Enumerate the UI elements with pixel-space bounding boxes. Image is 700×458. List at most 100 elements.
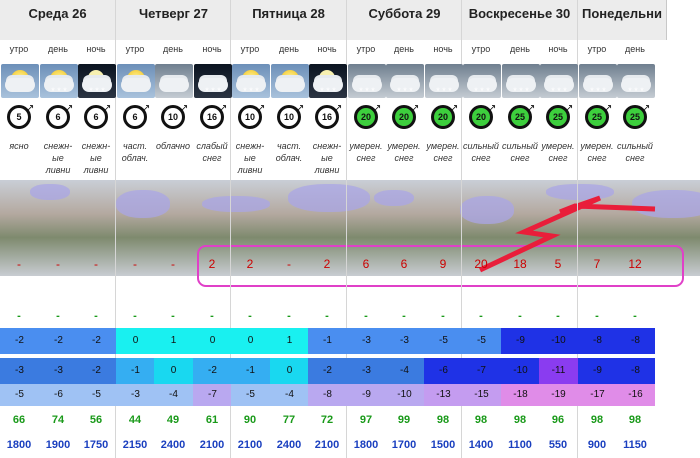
day-header[interactable]: Понедельни: [578, 0, 667, 40]
snowflake-icon: * * *: [551, 86, 567, 96]
day-header[interactable]: Среда 26: [0, 0, 116, 40]
day-name: Четверг 27: [138, 6, 209, 21]
cloud-snow-icon: * * *: [540, 64, 578, 98]
snowflake-icon: * * *: [205, 86, 221, 96]
precipitation-value: 5: [554, 257, 562, 271]
cloud-icon: [352, 78, 382, 92]
wind-direction-icon: ↗: [450, 103, 459, 114]
temperature-cell: -5: [462, 328, 501, 354]
temperature-cell: -2: [77, 328, 116, 354]
temperature-cell: -2: [193, 358, 232, 384]
description-line: част.: [276, 141, 302, 151]
description-line: снежн-: [312, 141, 342, 151]
temperature-cell: -9: [578, 358, 617, 384]
temperature-cell: 0: [270, 358, 309, 384]
wind-speed-dial: 10: [238, 105, 262, 129]
cloud-icon: [429, 78, 459, 92]
weather-description: умерен. снег: [383, 140, 425, 164]
altitude-value: 1900: [45, 439, 71, 451]
description-line: умерен.: [387, 141, 421, 151]
day-header[interactable]: Воскресенье 30: [462, 0, 578, 40]
temperature-cell: -10: [501, 358, 540, 384]
description-line: ливни: [314, 165, 340, 175]
snowflake-icon: * * *: [397, 86, 413, 96]
temperature-cell: -4: [385, 358, 424, 384]
weather-description: част. облач.: [268, 140, 310, 164]
weather-description: слабый снег: [191, 140, 233, 164]
altitude-value: 2100: [199, 439, 225, 451]
extra-value: -: [133, 310, 137, 322]
precipitation-value: 12: [628, 257, 642, 271]
humidity-value: 66: [12, 414, 26, 426]
description-line: ые: [52, 153, 64, 163]
wind-speed-dial: 25: [546, 105, 570, 129]
temperature-cell: -5: [231, 384, 270, 406]
wind-direction-icon: ↗: [565, 103, 574, 114]
description-line: ливни: [237, 165, 263, 175]
temperature-cell: -3: [39, 358, 78, 384]
temperature-cell: -2: [308, 358, 347, 384]
altitude-value: 2400: [160, 439, 186, 451]
temperature-cell: -1: [231, 358, 270, 384]
description-line: снег: [433, 153, 453, 163]
day-name: Среда 26: [28, 6, 87, 21]
sun-cloud-icon: [117, 64, 155, 98]
precipitation-value: 6: [400, 257, 408, 271]
altitude-value: 1750: [83, 439, 109, 451]
humidity-value: 98: [628, 414, 642, 426]
temperature-cell: -15: [462, 384, 501, 406]
description-line: снег: [202, 153, 222, 163]
wind-direction-icon: ↗: [373, 103, 382, 114]
cloud-icon: [159, 78, 189, 92]
snow-cover-patch: [202, 196, 270, 212]
precipitation-value: 2: [323, 257, 331, 271]
humidity-value: 98: [590, 414, 604, 426]
day-header[interactable]: Четверг 27: [116, 0, 232, 40]
extra-value: -: [210, 310, 214, 322]
weather-description: снежн-ые ливни: [306, 140, 348, 176]
precipitation-value: 18: [513, 257, 527, 271]
wind-direction-icon: ↗: [142, 103, 151, 114]
extra-value: -: [325, 310, 329, 322]
cloud-icon: [583, 78, 613, 92]
description-line: ые: [244, 153, 256, 163]
wind-indicator: 16 ↗: [193, 103, 231, 135]
day-part-label: утро: [9, 44, 29, 54]
wind-speed-dial: 20: [354, 105, 378, 129]
day-header[interactable]: Пятница 28: [231, 0, 347, 40]
description-line: сильный: [463, 141, 499, 151]
wind-speed-dial: 10: [161, 105, 185, 129]
moon-cloud-snow-icon: * * *: [78, 64, 116, 98]
wind-indicator: 20 ↗: [385, 103, 423, 135]
humidity-value: 74: [51, 414, 65, 426]
temperature-cell: -5: [0, 384, 39, 406]
day-name: Понедельни: [582, 6, 662, 21]
moon-cloud-snow-icon: * * *: [309, 64, 347, 98]
weather-description: сильный снег: [614, 140, 656, 164]
temperature-cell: 0: [154, 358, 193, 384]
wind-indicator: 10 ↗: [231, 103, 269, 135]
cloud-snow-icon: * * *: [348, 64, 386, 98]
weather-description: сильный снег: [460, 140, 502, 164]
wind-speed-dial: 5: [7, 105, 31, 129]
extra-value: -: [518, 310, 522, 322]
temperature-cell: -18: [501, 384, 540, 406]
day-part-label: день: [510, 44, 530, 54]
cloud-snow-icon: * * *: [425, 64, 463, 98]
snow-cover-patch: [374, 190, 414, 206]
humidity-value: 56: [89, 414, 103, 426]
description-line: ливни: [45, 165, 71, 175]
extra-value: -: [171, 310, 175, 322]
snowflake-icon: * * *: [243, 86, 259, 96]
day-header[interactable]: Суббота 29: [347, 0, 463, 40]
wind-indicator: 6 ↗: [77, 103, 115, 135]
wind-indicator: 16 ↗: [308, 103, 346, 135]
day-part-label: ночь: [548, 44, 568, 54]
wind-indicator: 20 ↗: [424, 103, 462, 135]
day-part-label: утро: [125, 44, 145, 54]
precipitation-value: -: [17, 257, 21, 271]
temperature-cell: 1: [154, 328, 193, 354]
cloud-snow-icon: * * *: [502, 64, 540, 98]
humidity-value: 44: [128, 414, 142, 426]
cloud-icon: [275, 78, 305, 92]
